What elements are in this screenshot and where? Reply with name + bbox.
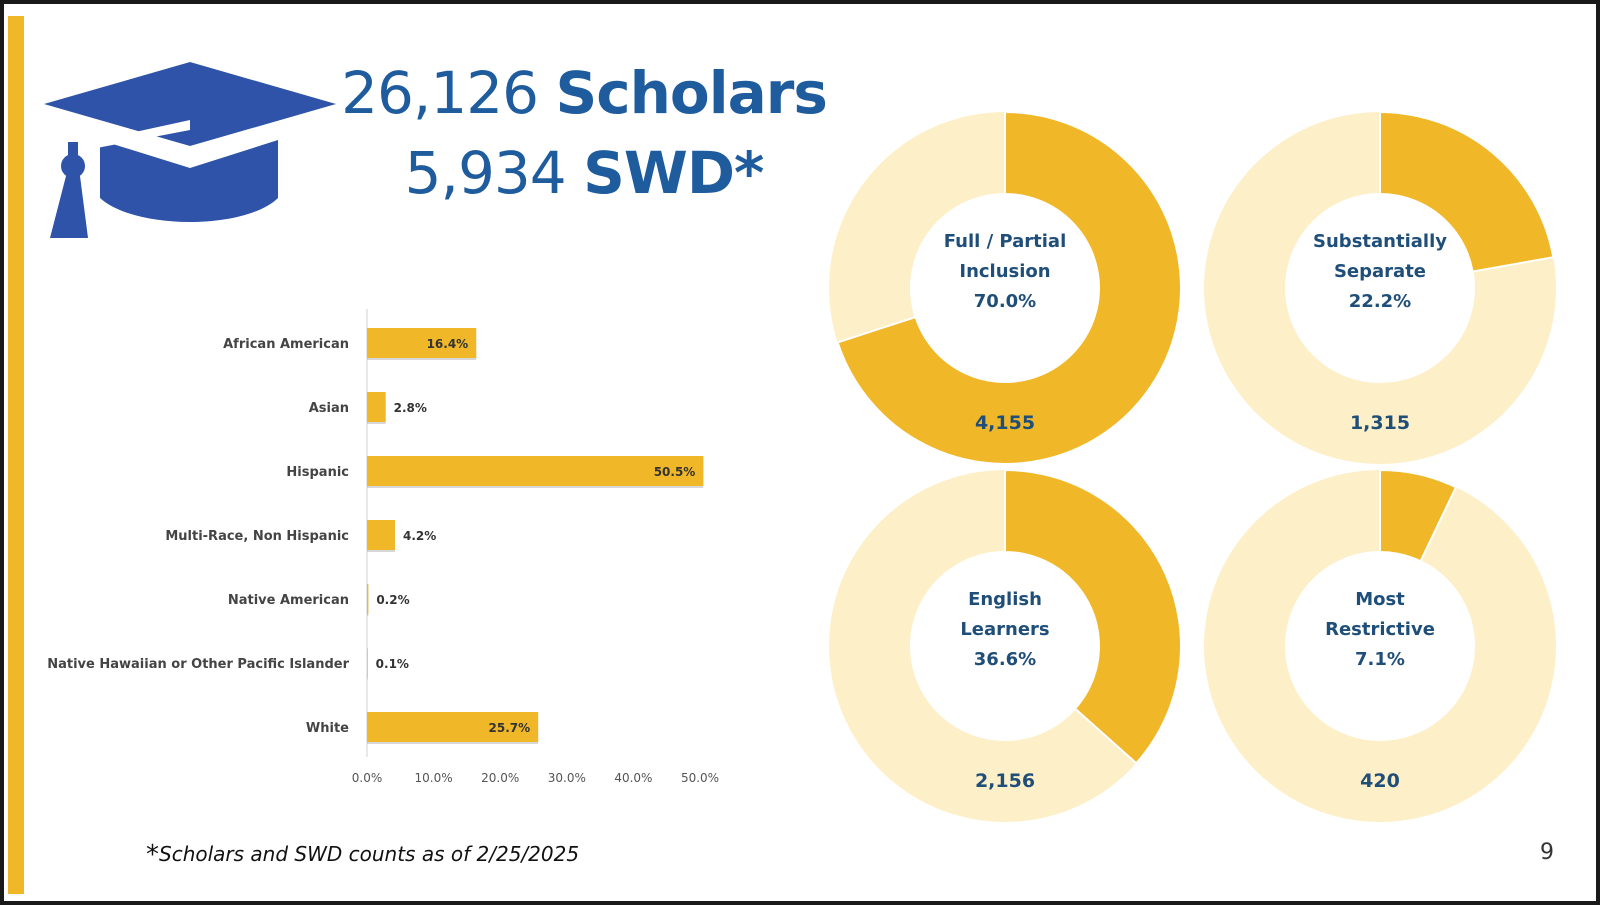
footnote: *Scholars and SWD counts as of 2/25/2025: [146, 840, 579, 870]
data-label: 25.7%: [489, 721, 531, 735]
donut-hole: [910, 551, 1100, 741]
donut-center-label: English Learners 36.6%: [825, 585, 1185, 675]
donut-center-label: Full / Partial Inclusion 70.0%: [825, 227, 1185, 317]
donut-center-label: Most Restrictive 7.1%: [1200, 585, 1560, 675]
donut-hole: [1285, 193, 1475, 383]
donut-most-restrictive: Most Restrictive 7.1% 420: [1200, 466, 1560, 826]
donut-count: 1,315: [1349, 412, 1411, 434]
donut-svg: [829, 110, 1182, 465]
category-label: African American: [223, 337, 349, 352]
donut-label-line: English: [968, 589, 1042, 610]
x-tick-label: 30.0%: [548, 771, 586, 785]
donut-label-line: Most: [1355, 589, 1405, 610]
donut-substantially-separate: Substantially Separate 22.2% 1,315: [1200, 108, 1560, 468]
donut-label-line: Full / Partial: [943, 231, 1067, 252]
bar: [367, 712, 539, 742]
scholars-headline: 26,126 Scholars: [324, 64, 844, 122]
scholars-word: Scholars: [555, 59, 827, 127]
donut-label-line: Substantially: [1313, 231, 1447, 252]
bar: [367, 456, 704, 486]
category-label: Hispanic: [286, 465, 349, 480]
donut-svg: [1204, 468, 1556, 822]
donut-label-line: Separate: [1333, 261, 1427, 282]
donut-count: 2,156: [974, 770, 1036, 792]
x-tick-label: 40.0%: [614, 771, 652, 785]
race-ethnicity-bar-chart: African American 16.4% Asian 2.8% Hispanic 50…: [47, 309, 719, 785]
donut-label-line: Restrictive: [1325, 619, 1435, 640]
category-label: Native Hawaiian or Other Pacific Islande…: [47, 657, 349, 672]
donut-label-line: 22.2%: [1348, 291, 1412, 312]
data-label: 2.8%: [394, 401, 427, 415]
data-label: 0.1%: [376, 657, 409, 671]
data-label: 16.4%: [427, 337, 469, 351]
donut-count: 4,155: [974, 412, 1036, 434]
donut-svg: [829, 468, 1182, 822]
donut-hole: [1285, 551, 1475, 741]
bar: [367, 328, 477, 358]
category-label: Native American: [228, 593, 349, 608]
category-label: White: [306, 721, 349, 736]
donut-full-partial-inclusion: Full / Partial Inclusion 70.0% 4,155: [825, 108, 1185, 468]
data-label: 50.5%: [654, 465, 696, 479]
scholars-count: 26,126: [341, 59, 539, 127]
x-tick-label: 20.0%: [481, 771, 519, 785]
x-tick-label: 0.0%: [352, 771, 383, 785]
data-label: 0.2%: [376, 593, 409, 607]
donut-label-line: 36.6%: [973, 649, 1037, 670]
swd-headline: 5,934 SWD*: [324, 144, 844, 202]
page-number: 9: [1540, 840, 1554, 865]
donut-label-line: 70.0%: [973, 291, 1037, 312]
bar: [367, 584, 369, 614]
donut-count: 420: [1360, 770, 1400, 792]
swd-word: SWD*: [583, 139, 764, 207]
donut-center-label: Substantially Separate 22.2%: [1200, 227, 1560, 317]
x-tick-label: 50.0%: [681, 771, 719, 785]
bar: [367, 392, 386, 422]
category-label: Multi-Race, Non Hispanic: [165, 529, 349, 544]
data-label: 4.2%: [403, 529, 436, 543]
donut-svg: [1204, 110, 1556, 464]
graduation-cap-icon: [40, 60, 340, 249]
bar: [367, 648, 368, 678]
donut-label-line: Learners: [960, 619, 1050, 640]
donut-english-learners: English Learners 36.6% 2,156: [825, 466, 1185, 826]
accent-bar: [8, 16, 24, 894]
donut-hole: [910, 193, 1100, 383]
donut-label-line: Inclusion: [959, 261, 1051, 282]
bar: [367, 520, 395, 550]
footnote-star: *: [146, 840, 159, 870]
x-tick-label: 10.0%: [415, 771, 453, 785]
footnote-text: Scholars and SWD counts as of 2/25/2025: [159, 842, 580, 866]
slide: 26,126 Scholars 5,934 SWD* African Ameri…: [4, 4, 1596, 901]
swd-count: 5,934: [404, 139, 567, 207]
donut-label-line: 7.1%: [1355, 649, 1405, 670]
category-label: Asian: [309, 401, 349, 416]
